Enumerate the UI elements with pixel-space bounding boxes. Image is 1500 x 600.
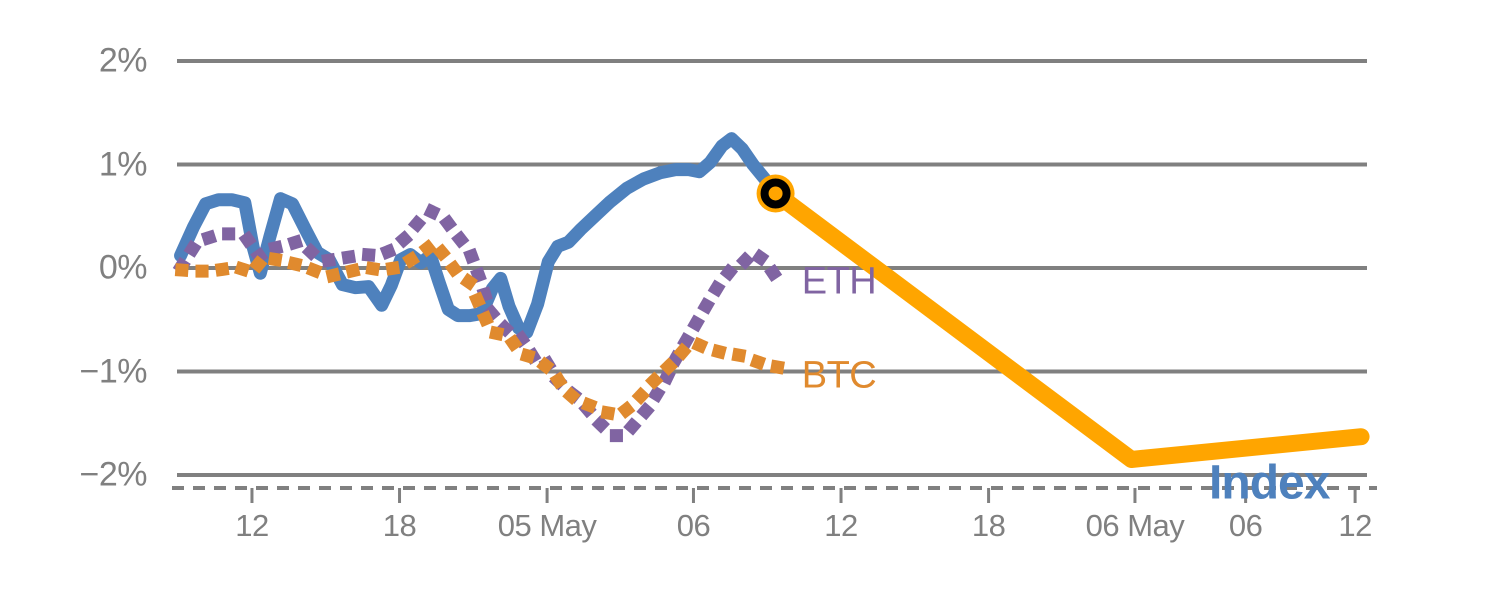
y-axis-tick-label: 2% bbox=[98, 41, 148, 80]
series-lines bbox=[172, 132, 1370, 468]
y-axis-tick-label: −2% bbox=[79, 455, 148, 494]
x-axis-tick-label: 06 bbox=[676, 508, 711, 543]
x-axis-tick-label: 12 bbox=[1338, 508, 1372, 543]
x-axis-tick-label: 12 bbox=[235, 508, 269, 543]
series-line-forecast bbox=[767, 184, 1370, 468]
y-axis-tick-label: −1% bbox=[79, 352, 148, 390]
series-label-index: Index bbox=[1209, 456, 1330, 510]
x-axis-tick-label: 18 bbox=[382, 508, 417, 543]
x-axis-ticks bbox=[250, 488, 1357, 503]
series-label-btc: BTC bbox=[801, 354, 877, 397]
x-axis-tick-label: 05 May bbox=[497, 508, 597, 543]
series-line-eth bbox=[172, 204, 796, 443]
y-axis-tick-label: 1% bbox=[98, 145, 148, 183]
x-axis-tick-label: 18 bbox=[971, 508, 1006, 543]
current-point[interactable] bbox=[760, 178, 791, 209]
series-line-index bbox=[174, 132, 783, 339]
x-axis-tick-label: 06 May bbox=[1085, 508, 1185, 543]
data-point-markers[interactable] bbox=[756, 174, 795, 213]
x-axis-tick-label: 12 bbox=[824, 508, 858, 543]
series-line-btc bbox=[174, 236, 796, 422]
x-axis-tick-label: 06 bbox=[1228, 508, 1263, 543]
y-axis-tick-label: 0% bbox=[98, 248, 148, 287]
series-label-eth: ETH bbox=[801, 260, 877, 303]
